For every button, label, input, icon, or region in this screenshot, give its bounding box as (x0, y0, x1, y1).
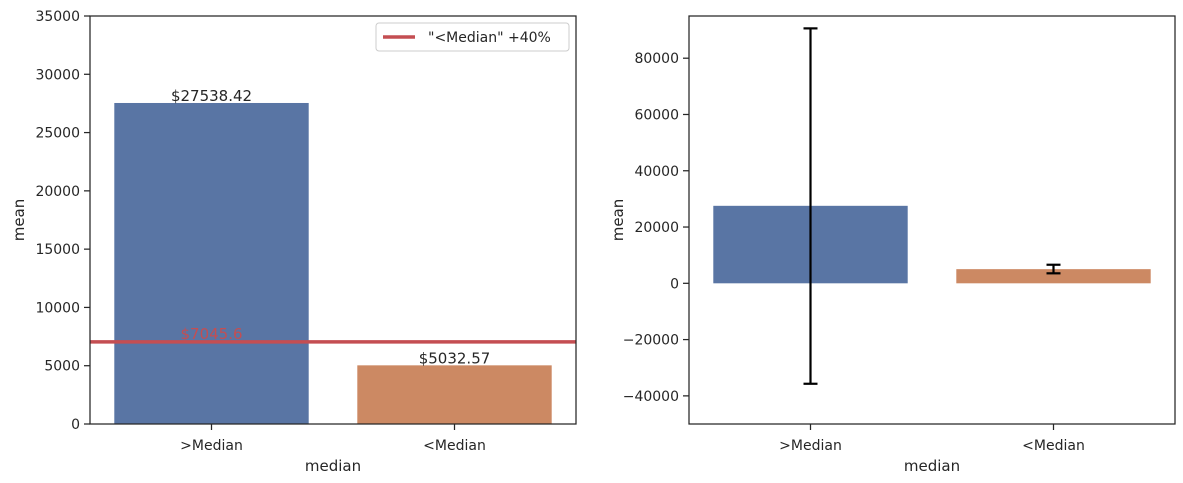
x-tick-label: <Median (1022, 438, 1085, 454)
x-ticks-right: >Median <Median (779, 424, 1085, 454)
y-tick-label: 10000 (35, 300, 80, 316)
y-tick-label: 20000 (35, 184, 80, 200)
y-tick-label: 0 (670, 276, 679, 292)
y-axis-label-left: mean (10, 199, 28, 242)
bar-labels-left: $27538.42 $5032.57 (171, 87, 490, 367)
reference-line-label: $7045.6 (180, 325, 242, 343)
bar-value-label: $27538.42 (171, 87, 252, 105)
bar-below-median (357, 365, 552, 424)
y-tick-label: 40000 (634, 164, 679, 180)
x-ticks-left: >Median <Median (180, 424, 486, 454)
y-tick-label: 35000 (35, 9, 80, 25)
legend: "<Median" +40% (375, 22, 570, 52)
y-tick-label: 30000 (35, 67, 80, 83)
bars-right (713, 205, 1151, 284)
y-tick-label: 60000 (634, 107, 679, 123)
axes-frame-right (688, 15, 1176, 425)
reference-line-group: $7045.6 (90, 325, 576, 344)
bar-below-median (956, 269, 1151, 284)
y-tick-label: 5000 (44, 359, 80, 375)
y-tick-label: 15000 (35, 242, 80, 258)
chart-right: −40000 −20000 0 20000 40000 60000 80000 >Media… (609, 15, 1176, 475)
legend-box (375, 22, 570, 52)
bar-value-label: $5032.57 (419, 349, 491, 367)
bar-above-median (114, 102, 309, 424)
x-tick-label: >Median (180, 438, 243, 454)
y-tick-label: 25000 (35, 126, 80, 142)
y-tick-label: −40000 (623, 389, 679, 405)
axes-frame-left (89, 15, 577, 425)
y-tick-label: −20000 (623, 333, 679, 349)
x-axis-label-right: median (904, 457, 960, 475)
legend-label: "<Median" +40% (428, 30, 551, 46)
error-bars-right (803, 27, 1061, 385)
y-tick-label: 20000 (634, 220, 679, 236)
y-ticks-left: 0 5000 10000 15000 20000 25000 30000 35000 (35, 9, 90, 433)
y-tick-label: 0 (71, 417, 80, 433)
y-tick-label: 80000 (634, 51, 679, 67)
chart-left: $7045.6 $27538.42 $5032.57 0 5000 10000 1500… (10, 9, 577, 475)
bars-left (114, 102, 552, 424)
x-tick-label: <Median (423, 438, 486, 454)
y-axis-label-right: mean (609, 199, 627, 242)
y-ticks-right: −40000 −20000 0 20000 40000 60000 80000 (623, 51, 689, 405)
x-axis-label-left: median (305, 457, 361, 475)
x-tick-label: >Median (779, 438, 842, 454)
